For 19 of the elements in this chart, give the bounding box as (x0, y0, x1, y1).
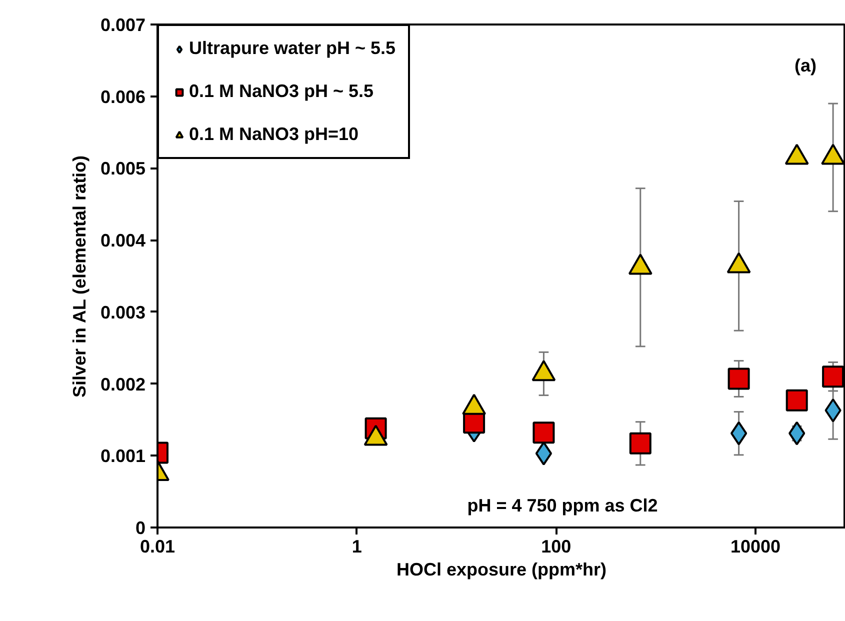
x-axis-title: HOCl exposure (ppm*hr) (396, 560, 607, 580)
y-tick-label: 0.007 (100, 15, 146, 35)
y-tick-label: 0.001 (100, 446, 146, 466)
y-tick-label: 0.004 (100, 230, 146, 251)
y-tick-label: 0.005 (100, 158, 146, 179)
y-tick-label: 0.006 (100, 86, 146, 107)
y-tick-label: 0 (135, 518, 146, 538)
annotation: pH = 4 750 ppm as Cl2 (467, 496, 658, 516)
x-tick-label: 10000 (730, 536, 781, 556)
y-tick-label: 0.002 (100, 374, 146, 394)
x-tick-label: 1 (352, 536, 362, 556)
legend-label: 0.1 M NaNO3 pH=10 (189, 124, 359, 145)
x-tick-label: 100 (541, 536, 572, 556)
x-tick-label: 0.01 (140, 536, 176, 556)
annotation: (a) (794, 56, 817, 76)
y-tick-label: 0.003 (100, 302, 146, 322)
legend-label: Ultrapure water pH ~ 5.5 (189, 38, 396, 59)
legend-label: 0.1 M NaNO3 pH ~ 5.5 (189, 81, 374, 102)
y-axis-title: Silver in AL (elemental ratio) (69, 155, 90, 398)
